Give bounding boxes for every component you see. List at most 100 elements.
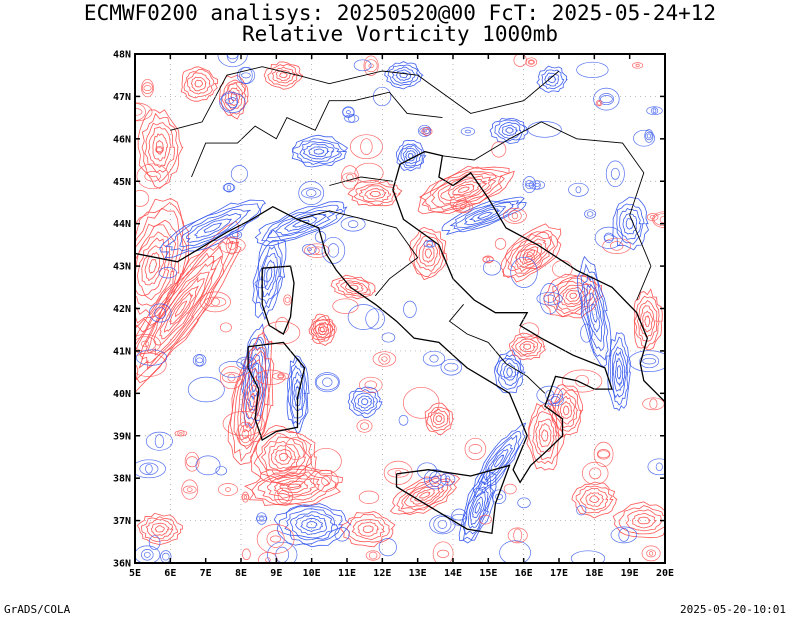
vorticity-contour	[283, 294, 292, 306]
vorticity-contour	[516, 248, 542, 268]
vorticity-contour	[277, 373, 285, 380]
vorticity-contour	[433, 516, 452, 533]
vorticity-contour	[525, 180, 534, 190]
vorticity-contour	[158, 267, 177, 279]
vorticity-contour	[345, 110, 351, 114]
vorticity-contour	[313, 469, 339, 493]
vorticity-contour	[236, 66, 256, 84]
lat-label: 39N	[113, 431, 131, 442]
positive-vorticity-cell	[633, 288, 663, 351]
vorticity-contour	[256, 512, 267, 525]
vorticity-contour	[140, 340, 150, 348]
vorticity-contour	[242, 548, 251, 561]
negative-vorticity-cell	[536, 65, 568, 93]
lat-label: 43N	[113, 262, 131, 273]
vorticity-contour	[241, 72, 251, 79]
vorticity-contour	[543, 294, 556, 303]
vorticity-contour	[356, 419, 373, 433]
vorticity-contour	[603, 232, 614, 243]
vorticity-contour	[215, 465, 227, 476]
vorticity-contour	[277, 374, 284, 378]
vorticity-contour	[135, 336, 157, 352]
vorticity-contour	[225, 487, 231, 492]
positive-vorticity-cell	[308, 313, 336, 346]
vorticity-contour	[431, 475, 440, 483]
vorticity-contour	[539, 283, 560, 315]
vorticity-contour	[258, 552, 278, 563]
vorticity-contour	[403, 300, 417, 318]
vorticity-contour	[210, 297, 220, 307]
vorticity-contour	[241, 429, 250, 439]
lat-label: 47N	[113, 92, 131, 103]
vorticity-contour	[314, 323, 333, 335]
vorticity-contour	[327, 243, 340, 258]
vorticity-contour	[199, 291, 231, 313]
vorticity-contour	[365, 550, 381, 561]
vorticity-contour	[419, 127, 430, 135]
vorticity-contour	[605, 160, 625, 188]
vorticity-contour	[647, 458, 665, 476]
vorticity-contour	[334, 527, 350, 542]
vorticity-contour	[186, 487, 193, 492]
vorticity-contour	[479, 514, 492, 525]
vorticity-contour	[418, 124, 432, 137]
vorticity-contour	[342, 172, 358, 183]
vorticity-contour	[632, 62, 644, 69]
vorticity-contour	[179, 431, 183, 435]
vorticity-contour	[421, 127, 433, 136]
vorticity-contour	[495, 358, 521, 378]
vorticity-contour	[628, 350, 665, 372]
vorticity-contour	[354, 162, 384, 184]
vorticity-contour	[143, 85, 152, 92]
positive-vorticity-cell	[424, 402, 455, 436]
vorticity-contour	[522, 251, 535, 265]
positive-vorticity-cell	[417, 165, 515, 215]
lat-label: 37N	[113, 516, 131, 527]
vorticity-contour	[301, 187, 322, 199]
lon-label: 19E	[621, 568, 639, 579]
vorticity-contour	[455, 200, 471, 213]
vorticity-contour	[423, 469, 447, 490]
vorticity-contour	[444, 362, 459, 372]
political-border	[191, 91, 443, 178]
political-border	[170, 66, 560, 131]
vorticity-contour	[236, 421, 255, 447]
vorticity-contour	[639, 354, 660, 369]
vorticity-contour	[649, 551, 654, 556]
vorticity-contour	[568, 182, 589, 197]
vorticity-contour	[635, 63, 640, 68]
vorticity-contour	[223, 182, 235, 193]
vorticity-contour	[645, 131, 653, 141]
vorticity-contour	[321, 475, 331, 487]
vorticity-contour	[340, 216, 366, 232]
vorticity-contour	[360, 422, 369, 430]
coastline-borders	[135, 66, 665, 535]
vorticity-contour	[364, 59, 378, 73]
vorticity-contour	[378, 353, 391, 365]
vorticity-contour	[364, 380, 378, 390]
vorticity-contour	[527, 59, 535, 65]
lon-label: 9E	[270, 568, 282, 579]
sardinia-coastline	[247, 341, 306, 441]
vorticity-contour	[318, 326, 329, 332]
vorticity-contour	[255, 515, 268, 522]
vorticity-contour	[363, 55, 379, 76]
vorticity-contour	[450, 193, 467, 212]
political-border	[448, 304, 489, 343]
lat-lon-grid	[135, 54, 665, 563]
vorticity-contour	[525, 57, 538, 67]
vorticity-contour	[225, 236, 239, 255]
vorticity-contour	[519, 322, 540, 340]
vorticity-contour	[522, 176, 537, 194]
vorticity-contour	[298, 181, 325, 205]
vorticity-contour	[561, 369, 603, 393]
vorticity-contour	[398, 414, 409, 426]
vorticity-contour	[642, 357, 657, 365]
lat-label: 40N	[113, 389, 131, 400]
vorticity-contour	[230, 165, 248, 183]
lon-label: 7E	[200, 568, 212, 579]
vorticity-contour	[219, 366, 244, 390]
sicily-coastline	[395, 464, 511, 535]
vorticity-contour	[241, 494, 250, 501]
vorticity-contour	[432, 541, 454, 563]
